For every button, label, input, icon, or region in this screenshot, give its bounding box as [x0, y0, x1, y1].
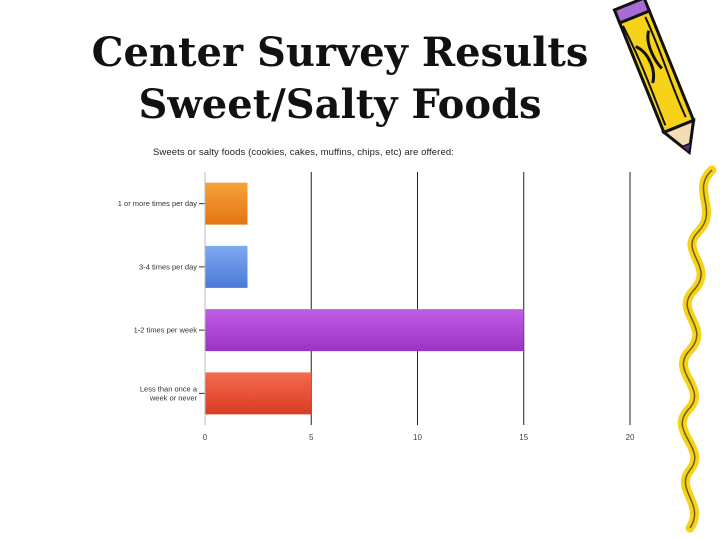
squiggle-outline — [681, 169, 713, 529]
bar — [205, 182, 248, 225]
y-tick-label: Less than once a week or never — [140, 384, 198, 402]
x-tick-label: 10 — [413, 433, 422, 442]
x-tick-label: 5 — [309, 433, 314, 442]
bar — [205, 372, 312, 415]
slide-title-line-1: Center Survey Results — [91, 29, 589, 76]
x-tick-label: 20 — [626, 433, 635, 442]
x-tick-label: 0 — [203, 433, 208, 442]
bar — [205, 309, 524, 352]
pencil-icon — [612, 0, 696, 156]
bar — [205, 245, 248, 288]
y-tick-label: 3-4 times per day — [139, 262, 197, 271]
slide-title-line-2: Sweet/Salty Foods — [138, 81, 542, 128]
chart-title: Sweets or salty foods (cookies, cakes, m… — [153, 147, 454, 158]
y-tick-label: 1 or more times per day — [118, 199, 197, 208]
y-tick-label: 1-2 times per week — [134, 326, 198, 335]
x-tick-label: 15 — [519, 433, 528, 442]
